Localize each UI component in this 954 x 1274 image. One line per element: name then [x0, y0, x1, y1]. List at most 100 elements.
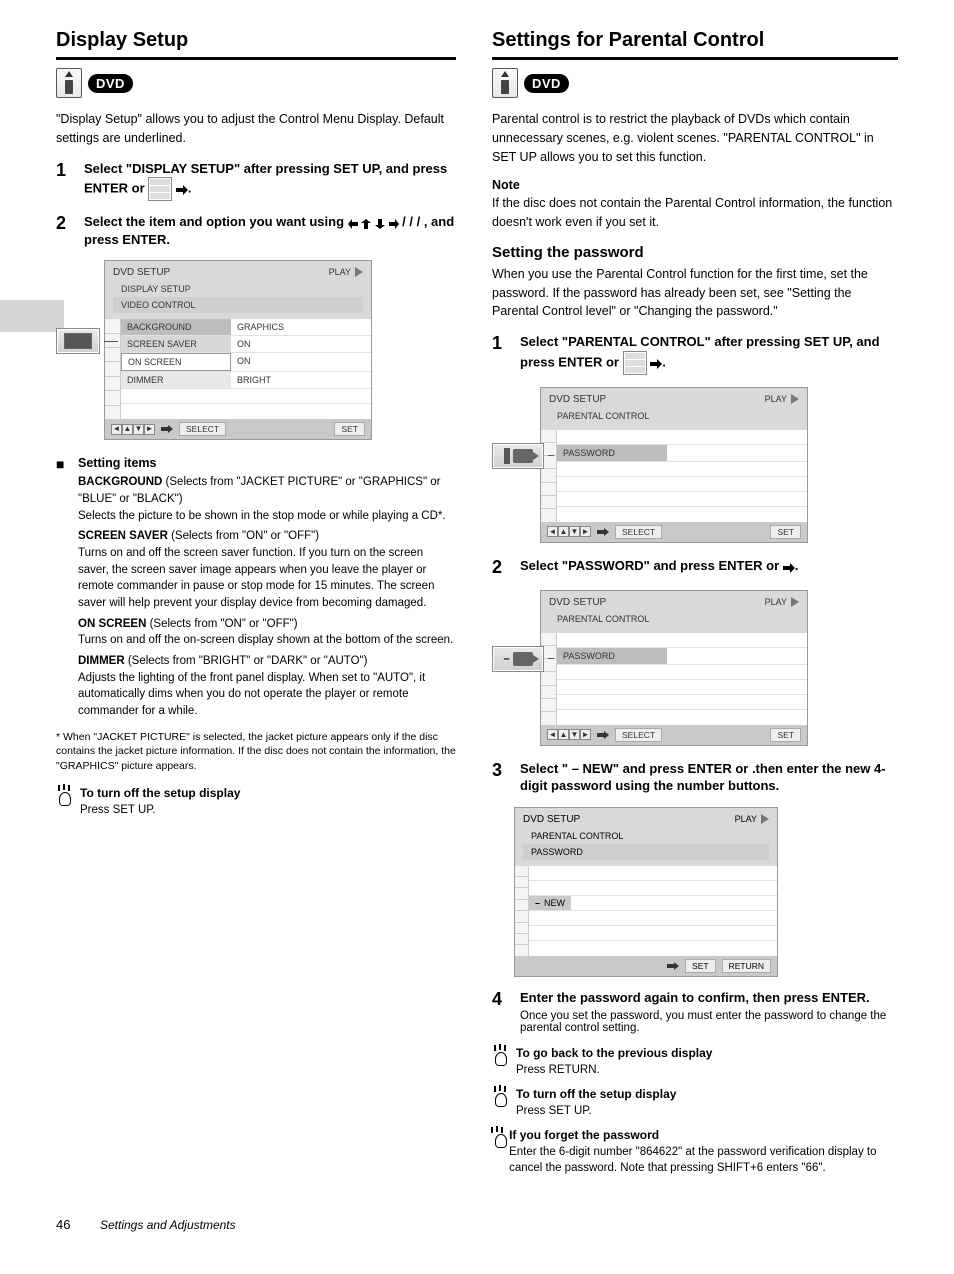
- step-1-left: 1 Select "DISPLAY SETUP" after pressing …: [56, 160, 456, 202]
- arrow-cluster: ◄▲▼►: [547, 526, 591, 537]
- footer-select: SELECT: [615, 525, 662, 539]
- tip-head: If you forget the password: [509, 1128, 898, 1142]
- dvd-badge: DVD: [88, 74, 133, 93]
- step-text: Select "PARENTAL CONTROL" after pressing…: [520, 333, 898, 375]
- menu-title: DVD SETUP: [523, 814, 580, 825]
- item-v: Turns on and off the screen saver functi…: [78, 545, 456, 612]
- table-row: PASSWORD: [557, 648, 807, 665]
- table-row: [557, 665, 807, 680]
- row-value: BRIGHT: [231, 372, 371, 388]
- dash-icon: –: [503, 653, 509, 665]
- note-title: Note: [492, 178, 898, 192]
- side-tab: [0, 300, 64, 332]
- table-row: [121, 389, 371, 404]
- right-arrow-icon: [389, 219, 399, 229]
- step-4-right: 4 Enter the password again to confirm, t…: [492, 989, 898, 1035]
- lightbulb-icon: [492, 1087, 508, 1107]
- items-body: BACKGROUND (Selects from "JACKET PICTURE…: [78, 474, 456, 719]
- footnote: * When "JACKET PICTURE" is selected, the…: [56, 730, 456, 774]
- step-text: Select "PASSWORD" and press ENTER or .: [520, 557, 798, 578]
- lightbulb-icon: [492, 1046, 508, 1066]
- table-row: [557, 710, 807, 725]
- camera-icon: [492, 443, 544, 469]
- tip-body: Press SET UP.: [80, 802, 240, 819]
- menu-body: PASSWORD: [541, 633, 807, 725]
- table-row: ON SCREEN ON: [121, 353, 371, 372]
- tip-row-1: To go back to the previous display Press…: [492, 1046, 898, 1079]
- item-v: Turns on and off the on-screen display s…: [78, 632, 456, 649]
- menu-list: PASSWORD: [557, 430, 807, 522]
- play-label: PLAY: [329, 267, 351, 277]
- menu-panel: DVD SETUP PLAY PARENTAL CONTROL: [540, 590, 808, 746]
- right-arrow-icon: [176, 185, 188, 195]
- tip-head: To go back to the previous display: [516, 1046, 712, 1060]
- menu-sub1: DISPLAY SETUP: [113, 281, 363, 297]
- heading-left: Display Setup: [56, 28, 456, 53]
- item-v: (Selects from "ON" or "OFF"): [150, 618, 298, 630]
- play-label: PLAY: [765, 597, 787, 607]
- table-row: DIMMER BRIGHT: [121, 372, 371, 389]
- callout-tv: [56, 328, 116, 354]
- footer-set: SET: [334, 422, 365, 436]
- menu-sidebar: [515, 866, 529, 956]
- table-row: [529, 941, 777, 956]
- tip-row-2: To turn off the setup display Press SET …: [492, 1087, 898, 1120]
- table-row: [121, 404, 371, 419]
- tip-head: To turn off the setup display: [516, 1087, 676, 1101]
- right-arrow-icon: [783, 563, 795, 573]
- item-k: BACKGROUND: [78, 476, 162, 488]
- table-row: PASSWORD: [557, 445, 807, 462]
- step-num: 1: [56, 160, 74, 202]
- row-label: DIMMER: [121, 372, 231, 388]
- callout-line: [104, 341, 118, 342]
- arrow-cluster: ◄▲▼►: [547, 729, 591, 740]
- menu-mock-r2: – DVD SETUP PLAY PARENTAL CONTROL: [492, 590, 898, 746]
- table-row: [529, 881, 777, 896]
- step-num: 3: [492, 760, 510, 795]
- intro-right: Parental control is to restrict the play…: [492, 110, 898, 166]
- menu-list: – NEW: [529, 866, 777, 956]
- footer-select: SELECT: [615, 728, 662, 742]
- step1b: .: [188, 180, 192, 195]
- callout-cam: [492, 443, 552, 469]
- menu-footer: SET RETURN: [515, 956, 777, 976]
- row-label: BACKGROUND: [121, 319, 231, 335]
- table-row: [529, 866, 777, 881]
- remote-icon: [56, 68, 82, 98]
- right-arrow-icon: [667, 962, 679, 970]
- footer-set: SET: [770, 728, 801, 742]
- item-v: Adjusts the lighting of the front panel …: [78, 670, 456, 720]
- callout-line: [548, 455, 554, 456]
- step1b: .: [662, 354, 666, 369]
- step-2-left: 2 Select the item and option you want us…: [56, 213, 456, 248]
- tip-body: Press RETURN.: [516, 1062, 712, 1079]
- sec1-body: When you use the Parental Control functi…: [492, 265, 898, 321]
- tip-head: To turn off the setup display: [80, 786, 240, 800]
- menu-sub2: PASSWORD: [523, 844, 769, 860]
- footer-select: SELECT: [179, 422, 226, 436]
- step1: Select "PARENTAL CONTROL" after pressing…: [520, 334, 880, 369]
- item-v: (Selects from "BRIGHT" or "DARK" or "AUT…: [128, 655, 368, 667]
- arrow-cluster: ◄▲▼►: [111, 424, 155, 435]
- heading-right: Settings for Parental Control: [492, 28, 898, 53]
- menu-sub2: VIDEO CONTROL: [113, 297, 363, 313]
- table-row: [557, 633, 807, 648]
- menu-body: BACKGROUND GRAPHICS SCREEN SAVER ON ON S…: [105, 319, 371, 419]
- menu-body: PASSWORD: [541, 430, 807, 522]
- item-k: ON SCREEN: [78, 618, 146, 630]
- square-bullet-icon: ■: [56, 454, 70, 720]
- dvd-badge: DVD: [524, 74, 569, 93]
- table-row: [557, 492, 807, 507]
- menu-panel: DVD SETUP PLAY DISPLAY SETUP VIDEO CONTR…: [104, 260, 372, 440]
- row-value: ON: [231, 336, 371, 352]
- menu-footer: ◄▲▼► SELECT SET: [541, 522, 807, 542]
- play-icon: [355, 267, 363, 277]
- table-row: [557, 695, 807, 710]
- stack-icon: [148, 177, 172, 201]
- page-number: 46: [56, 1217, 70, 1232]
- footer-category: Settings and Adjustments: [100, 1218, 236, 1232]
- table-row: [557, 477, 807, 492]
- menu-footer: ◄▲▼► SELECT SET: [541, 725, 807, 745]
- menu-sub1: PARENTAL CONTROL: [523, 828, 769, 844]
- step2a: Select the item and option you want usin…: [84, 214, 344, 229]
